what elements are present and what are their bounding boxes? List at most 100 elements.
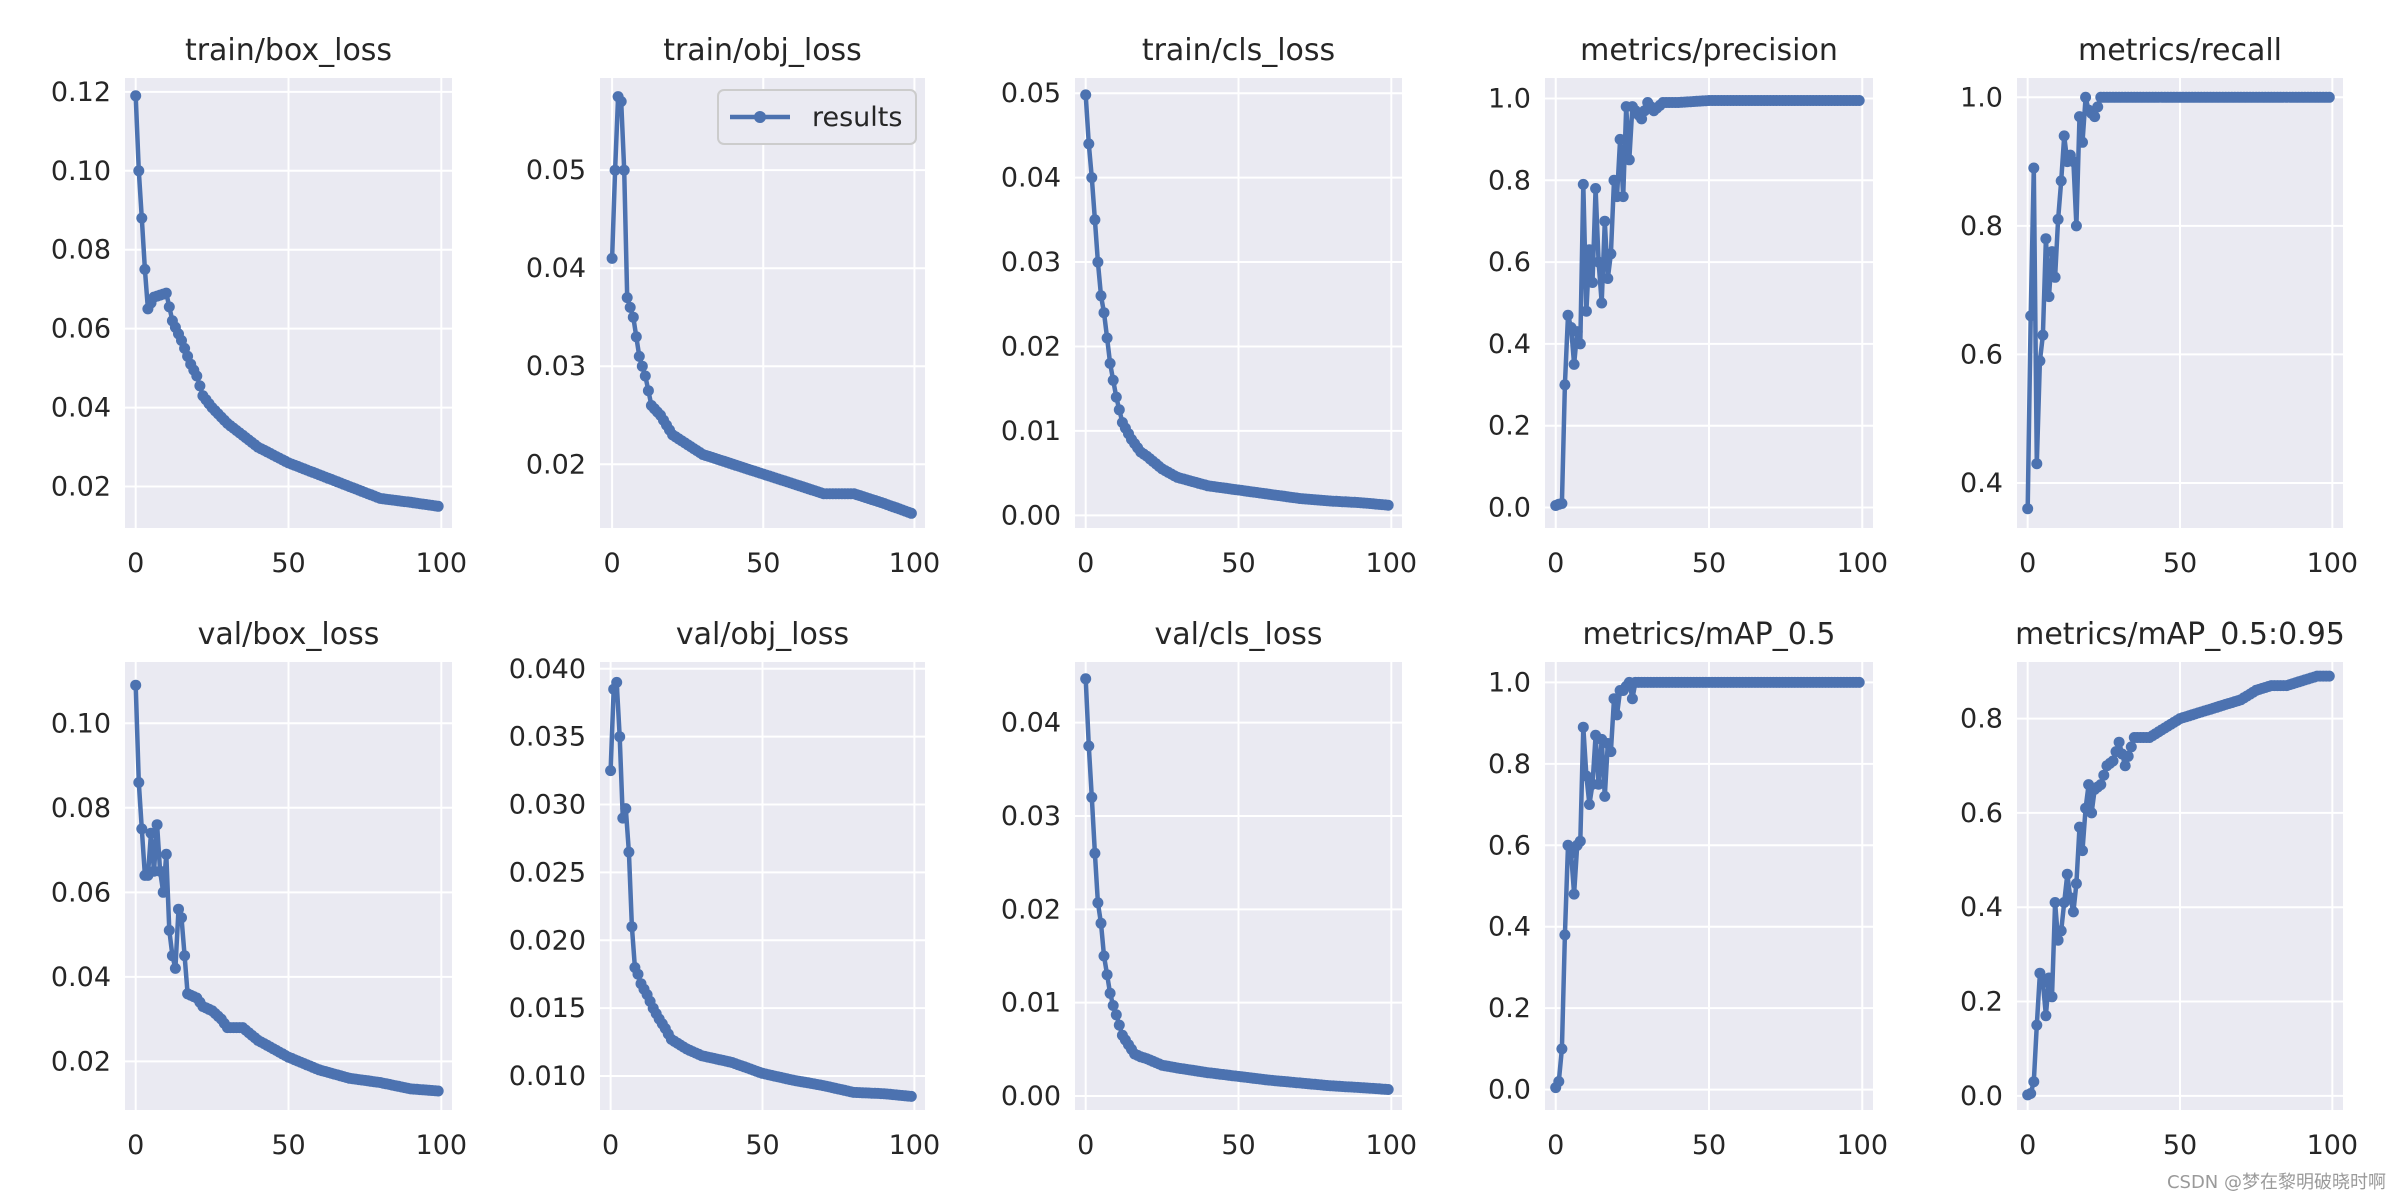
data-point [2022, 503, 2034, 515]
data-point [151, 819, 163, 831]
subplot-10: 0 50 100 0.0 0.2 0.4 0.6 0.8 metrics/mAP_0.5:0.9… [1960, 617, 2358, 1161]
data-point [1617, 191, 1629, 203]
subplot-title: train/cls_loss [1142, 33, 1335, 68]
subplot-6: 0 50 100 0.02 0.04 0.06 0.08 0.10 val/box_loss [51, 617, 467, 1161]
data-point [1614, 133, 1626, 145]
data-point [624, 301, 636, 313]
data-point [2086, 807, 2098, 819]
y-tick-label: 0.2 [1488, 993, 1531, 1024]
x-tick-label: 0 [603, 548, 620, 579]
data-point [1611, 709, 1623, 721]
data-point [1083, 740, 1095, 752]
data-point [2049, 271, 2061, 283]
x-tick-label: 0 [2019, 1130, 2036, 1161]
subplot-7: 0 50 100 0.010 0.015 0.020 0.025 0.030 0.035 0.04… [509, 617, 940, 1161]
y-tick-label: 0.03 [1001, 247, 1061, 278]
subplot-title: val/obj_loss [676, 617, 849, 652]
x-tick-label: 100 [416, 1130, 468, 1161]
data-point [627, 311, 639, 323]
legend-box [717, 89, 917, 145]
data-point [618, 164, 630, 176]
subplot-2: 0 50 100 0.02 0.03 0.04 0.05 train/obj_lossresu… [526, 33, 940, 579]
legend: results [717, 89, 917, 145]
data-point [1095, 917, 1107, 929]
x-tick-label: 100 [889, 1130, 941, 1161]
subplot-title: val/cls_loss [1155, 617, 1323, 652]
subplot-4: 0 50 100 0.0 0.2 0.4 0.6 0.8 1.0 metrics/precisio… [1488, 33, 1888, 579]
data-point [1086, 791, 1098, 803]
y-tick-label: 0.8 [1488, 749, 1531, 780]
y-tick-label: 0.2 [1960, 987, 2003, 1018]
data-point [2107, 755, 2119, 767]
y-tick-label: 0.00 [1001, 500, 1061, 531]
y-tick-label: 0.12 [51, 77, 111, 108]
data-point [2055, 175, 2067, 187]
y-tick-label: 0.06 [51, 314, 111, 345]
data-point [2077, 845, 2088, 857]
y-tick-label: 0.04 [1001, 708, 1061, 739]
data-point [1101, 332, 1113, 344]
data-point [173, 903, 184, 915]
data-point [432, 1085, 444, 1097]
y-tick-label: 0.6 [1488, 247, 1531, 278]
data-point [133, 777, 145, 788]
data-point [1107, 374, 1119, 386]
y-tick-label: 0.4 [1488, 329, 1531, 360]
data-point [626, 921, 638, 933]
data-point [2067, 906, 2079, 918]
y-tick-label: 0.08 [51, 793, 111, 824]
data-point [630, 331, 642, 343]
data-point [605, 765, 617, 777]
data-point [160, 287, 172, 299]
data-point [1559, 929, 1571, 941]
data-point [176, 912, 187, 924]
data-point [2080, 91, 2092, 103]
data-point [2055, 925, 2067, 937]
x-tick-label: 50 [1692, 1130, 1726, 1161]
y-tick-label: 0.04 [51, 393, 111, 424]
subplot-9: 0 50 100 0.0 0.2 0.4 0.6 0.8 1.0 metrics/mAP_0.5 [1488, 617, 1888, 1161]
y-tick-label: 0.05 [1001, 78, 1061, 109]
data-point [179, 950, 191, 962]
y-tick-label: 0.015 [509, 993, 586, 1024]
data-point [621, 292, 633, 304]
data-point [1599, 790, 1611, 802]
y-tick-label: 0.4 [1488, 912, 1531, 943]
data-point [136, 212, 148, 224]
data-point [1608, 693, 1620, 705]
data-point [1559, 379, 1571, 391]
y-tick-label: 0.030 [509, 790, 586, 821]
data-point [2052, 934, 2064, 946]
data-point [1602, 273, 1614, 284]
x-tick-label: 0 [602, 1130, 619, 1161]
y-tick-label: 0.0 [1960, 1081, 2003, 1112]
x-tick-label: 100 [1836, 548, 1888, 579]
y-tick-label: 0.8 [1488, 165, 1531, 196]
data-point [1556, 1043, 1568, 1055]
y-tick-label: 0.0 [1488, 1075, 1531, 1106]
data-point [1104, 357, 1116, 369]
data-point [1574, 835, 1586, 847]
x-tick-label: 0 [1077, 1130, 1094, 1161]
data-point [1580, 770, 1592, 782]
y-tick-label: 0.040 [509, 654, 586, 685]
data-point [1593, 256, 1605, 268]
x-tick-label: 100 [889, 548, 941, 579]
y-tick-label: 0.02 [51, 472, 111, 503]
y-tick-label: 0.025 [509, 857, 586, 888]
data-point [1565, 847, 1577, 859]
y-tick-label: 0.04 [526, 253, 586, 284]
y-tick-label: 0.2 [1488, 411, 1531, 442]
data-point [905, 507, 917, 519]
y-tick-label: 0.02 [1001, 894, 1061, 925]
data-point [1083, 138, 1095, 150]
x-tick-label: 100 [1366, 1130, 1418, 1161]
data-point [1605, 248, 1617, 260]
subplot-title: val/box_loss [198, 617, 380, 652]
data-point [1098, 950, 1110, 962]
data-point [163, 924, 175, 936]
x-tick-label: 0 [1547, 1130, 1564, 1161]
subplot-title: metrics/recall [2078, 33, 2282, 68]
subplot-title: metrics/mAP_0.5 [1583, 617, 1836, 652]
